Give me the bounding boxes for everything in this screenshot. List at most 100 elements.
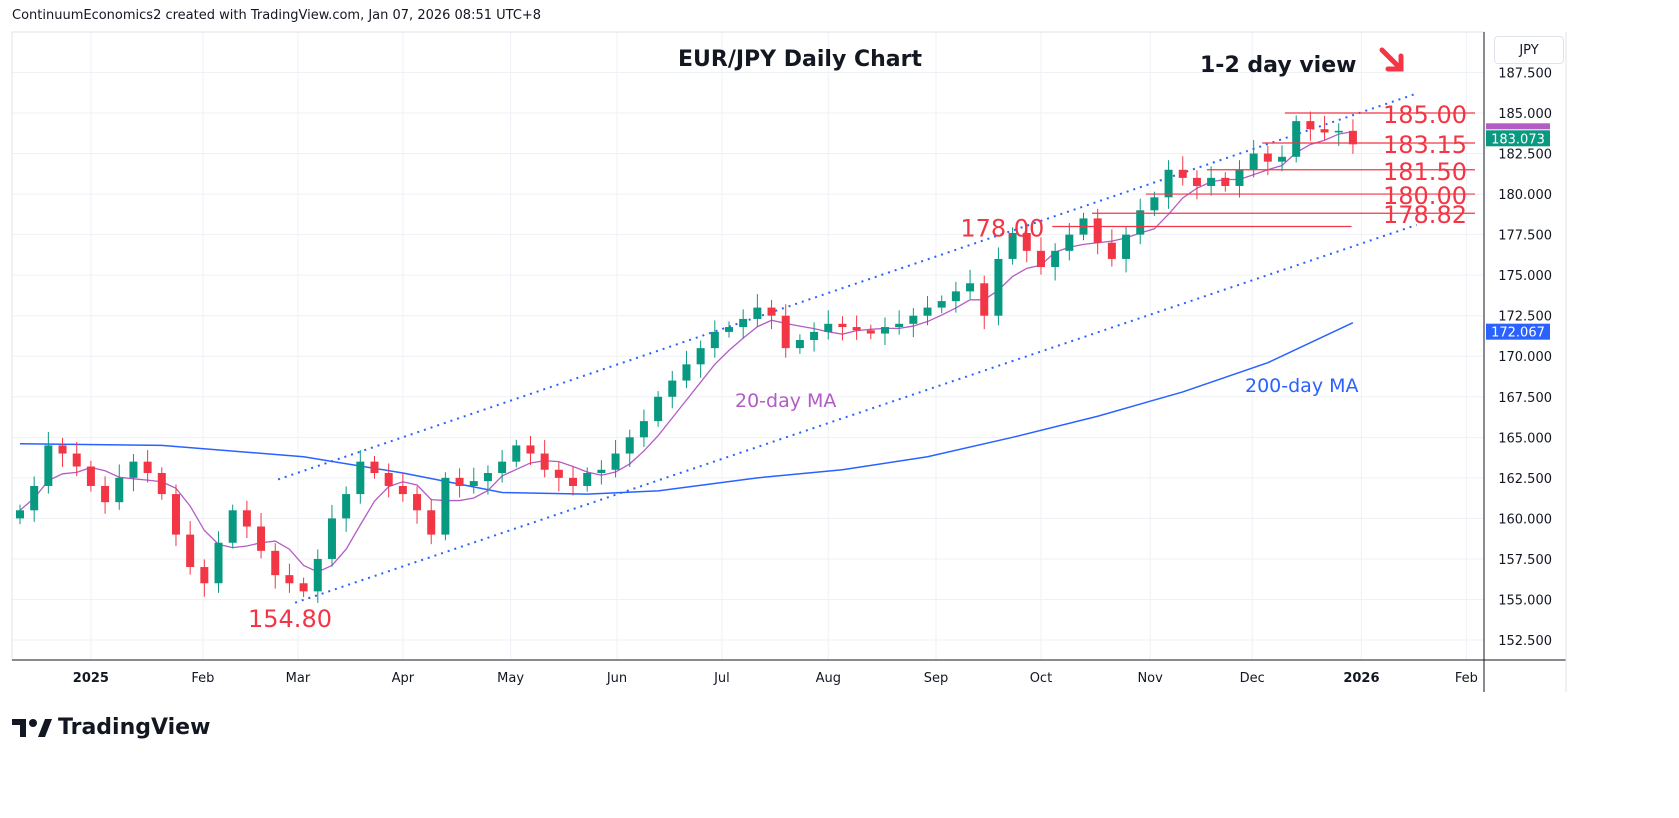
x-tick-label: Oct	[1030, 671, 1052, 686]
candle-body	[512, 445, 521, 462]
last-price-value: 183.073	[1491, 132, 1545, 147]
candle-body	[356, 461, 365, 495]
candle-body	[696, 348, 705, 365]
candle-body	[1235, 169, 1244, 186]
currency-button[interactable]: JPY	[1494, 36, 1564, 64]
candle-body	[86, 466, 95, 486]
arrow-down-right-icon	[1379, 47, 1404, 72]
tradingview-logo[interactable]: TradingView	[12, 715, 210, 740]
candle-body	[101, 485, 110, 503]
y-tick-label: 172.500	[1498, 310, 1552, 325]
candle-body	[611, 453, 620, 470]
candle-body	[242, 510, 251, 527]
candle-body	[597, 469, 606, 473]
y-tick-label: 175.000	[1498, 269, 1552, 284]
level-label: 185.00	[1383, 101, 1467, 129]
last-price-tag	[1486, 130, 1550, 147]
level-label: 181.50	[1383, 158, 1467, 186]
candle-body	[1178, 169, 1187, 178]
candle-body	[455, 477, 464, 486]
candle-body	[1292, 121, 1301, 157]
level-label: 178.00	[960, 215, 1044, 243]
candle-body	[285, 575, 294, 584]
candle-body	[583, 472, 592, 486]
candle-body	[625, 437, 634, 454]
candle-body	[569, 477, 578, 486]
candle-body	[186, 534, 195, 568]
candle-body	[327, 518, 336, 559]
candle-body	[540, 453, 549, 470]
ma20-label: 20-day MA	[735, 390, 836, 412]
candle-body	[639, 421, 648, 438]
x-tick-label: May	[497, 671, 524, 686]
candle-body	[398, 485, 407, 495]
candle-body	[682, 364, 691, 381]
candle-body	[909, 315, 918, 324]
candle-body	[739, 318, 748, 328]
ma200-line	[19, 321, 1354, 495]
candle-body	[143, 461, 152, 473]
y-tick-label: 160.000	[1498, 512, 1552, 527]
candle-body	[413, 494, 422, 511]
candle-body	[767, 307, 776, 316]
candle-body	[1263, 153, 1272, 162]
ma200-label: 200-day MA	[1245, 375, 1359, 397]
candle-body	[554, 469, 563, 478]
candle-body	[1334, 130, 1343, 133]
candle-body	[1320, 129, 1329, 133]
candle-body	[1122, 234, 1131, 259]
ma200-price-tag	[1486, 323, 1550, 340]
candle-body	[980, 283, 989, 316]
low-label: 154.80	[248, 605, 332, 633]
y-tick-label: 182.500	[1498, 148, 1552, 163]
x-tick-label: Feb	[191, 671, 214, 686]
candle-body	[1278, 156, 1287, 162]
candle-body	[838, 323, 847, 328]
candle-body	[483, 472, 492, 482]
chart-title: EUR/JPY Daily Chart	[678, 47, 922, 72]
x-tick-label: Jun	[606, 671, 627, 686]
candle-body	[129, 461, 138, 478]
candle-body	[1051, 250, 1060, 268]
candle-body	[313, 558, 322, 592]
y-tick-label: 185.000	[1498, 107, 1552, 122]
y-tick-label: 157.500	[1498, 553, 1552, 568]
candle-body	[1107, 242, 1116, 259]
level-label: 180.00	[1383, 182, 1467, 210]
candle-body	[951, 291, 960, 302]
candle-body	[994, 258, 1003, 316]
ma20-line	[19, 130, 1354, 573]
candle-body	[668, 380, 677, 397]
candle-body	[710, 331, 719, 349]
x-tick-label: Dec	[1240, 671, 1265, 686]
y-tick-label: 167.500	[1498, 391, 1552, 406]
candle-body	[795, 340, 804, 349]
candle-body	[880, 327, 889, 334]
candle-body	[852, 327, 861, 331]
candle-body	[72, 453, 81, 467]
y-tick-label: 177.500	[1498, 229, 1552, 244]
candle-body	[824, 323, 833, 332]
ma20-price-tag	[1486, 123, 1550, 130]
candle-body	[16, 510, 24, 519]
candle-body	[1136, 210, 1145, 235]
candle-body	[1348, 130, 1357, 145]
y-tick-label: 180.000	[1498, 188, 1552, 203]
candle-body	[214, 542, 223, 584]
candle-body	[1192, 177, 1201, 186]
y-tick-label: 162.500	[1498, 472, 1552, 487]
candle-body	[115, 477, 124, 503]
candle-body	[200, 567, 209, 584]
candle-body	[937, 301, 946, 308]
y-tick-label: 170.000	[1498, 350, 1552, 365]
x-tick-label: 2025	[73, 671, 109, 686]
candle-body	[1249, 153, 1258, 170]
channel-lower-line	[294, 223, 1418, 604]
candle-body	[966, 283, 975, 292]
x-tick-label: Sep	[924, 671, 949, 686]
y-tick-label: 155.000	[1498, 593, 1552, 608]
x-tick-label: 2026	[1343, 671, 1379, 686]
candle-body	[257, 526, 266, 551]
